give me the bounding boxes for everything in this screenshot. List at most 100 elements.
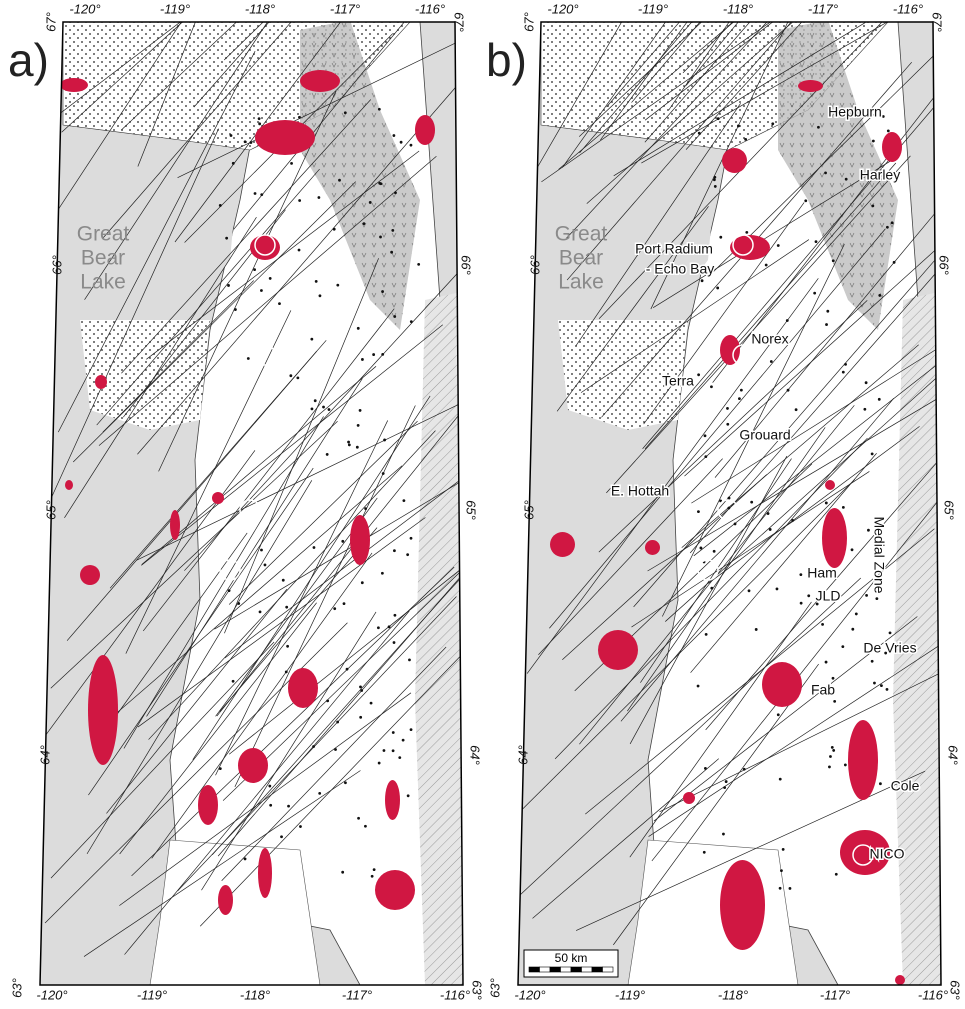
anomaly-zone (762, 662, 802, 707)
structure-symbol (787, 389, 790, 392)
place-label: Harley (860, 167, 900, 183)
structure-symbol (402, 739, 405, 742)
structure-symbol (259, 611, 262, 614)
structure-symbol (244, 140, 247, 143)
structure-symbol (770, 360, 773, 363)
structure-symbol (719, 236, 722, 239)
structure-symbol (779, 887, 782, 890)
structure-symbol (728, 497, 731, 500)
anomaly-zone (720, 860, 765, 950)
lat-label: 66° (527, 255, 542, 275)
structure-symbol (298, 116, 301, 119)
structure-symbol (381, 572, 384, 575)
structure-symbol (889, 632, 892, 635)
structure-symbol (789, 887, 792, 890)
anomaly-zone (645, 540, 660, 555)
structure-symbol (280, 835, 283, 838)
panel-label: b) (486, 34, 527, 86)
structure-symbol (322, 406, 325, 409)
structure-symbol (278, 302, 281, 305)
place-label: Fab (811, 682, 835, 698)
structure-symbol (232, 162, 235, 165)
structure-symbol (258, 122, 261, 125)
structure-symbol (391, 229, 394, 232)
structure-symbol (250, 141, 253, 144)
structure-symbol (359, 409, 362, 412)
lon-label: -120° (36, 987, 67, 1002)
structure-symbol (804, 199, 807, 202)
structure-symbol (225, 237, 228, 240)
lat-label: 67° (452, 12, 467, 32)
lon-label: -116° (415, 1, 445, 16)
structure-symbol (347, 441, 350, 444)
structure-symbol (410, 728, 413, 731)
lat-label: 66° (459, 255, 474, 275)
structure-symbol (867, 529, 870, 532)
structure-symbol (891, 221, 894, 224)
structure-symbol (882, 115, 885, 118)
structure-symbol (704, 767, 707, 770)
south-land (628, 840, 798, 985)
lat-label: 64° (37, 745, 52, 765)
structure-symbol (334, 748, 337, 751)
lat-label: 64° (515, 745, 530, 765)
structure-symbol (253, 268, 256, 271)
map-panel: a)GreatBearLake-120°-119°-118°-117°-116°… (0, 0, 561, 1004)
anomaly-zone (822, 508, 847, 568)
structure-symbol (383, 439, 386, 442)
structure-symbol (879, 782, 882, 785)
lake-label: Bear (81, 247, 125, 270)
structure-symbol (844, 764, 847, 767)
structure-symbol (379, 236, 382, 239)
structure-symbol (269, 277, 272, 280)
structure-symbol (727, 507, 730, 510)
place-label: De Vries (863, 640, 916, 656)
anomaly-zone (258, 848, 272, 898)
structure-symbol (289, 374, 292, 377)
structure-symbol (364, 825, 367, 828)
structure-symbol (382, 472, 385, 475)
structure-symbol (842, 371, 845, 374)
structure-symbol (346, 668, 349, 671)
scale-segment (592, 967, 603, 972)
structure-symbol (392, 749, 395, 752)
structure-symbol (417, 263, 420, 266)
structure-symbol (313, 546, 316, 549)
lat-label: 63° (470, 980, 485, 1000)
place-label: Grouard (739, 427, 790, 443)
structure-symbol (710, 385, 713, 388)
structure-symbol (713, 176, 716, 179)
lat-label: 64° (468, 745, 483, 765)
lat-label: 66° (937, 255, 952, 275)
anomaly-zone (95, 375, 107, 389)
structure-symbol (328, 408, 331, 411)
structure-symbol (282, 579, 285, 582)
structure-symbol (398, 756, 401, 759)
structure-symbol (831, 746, 834, 749)
structure-symbol (825, 323, 828, 326)
structure-symbol (290, 162, 293, 165)
lon-label: -120° (514, 987, 545, 1002)
scale-segment (561, 967, 572, 972)
anomaly-zone (88, 655, 118, 765)
structure-symbol (237, 602, 240, 605)
structure-symbol (314, 399, 317, 402)
structure-symbol (886, 226, 889, 229)
structure-symbol (737, 125, 740, 128)
structure-symbol (344, 781, 347, 784)
structure-symbol (813, 292, 816, 295)
structure-symbol (791, 519, 794, 522)
structure-symbol (832, 677, 835, 680)
structure-symbol (219, 204, 222, 207)
anomaly-zone (300, 70, 340, 92)
structure-symbol (710, 587, 713, 590)
lon-label: -117° (342, 987, 372, 1002)
anomaly-zone (825, 480, 835, 490)
lon-label: -119° (615, 987, 645, 1002)
anomaly-zone (255, 120, 315, 155)
structure-symbol (701, 279, 704, 282)
structure-symbol (296, 376, 299, 379)
structure-symbol (807, 594, 810, 597)
lon-label: -118° (718, 987, 748, 1002)
structure-symbol (406, 553, 409, 556)
